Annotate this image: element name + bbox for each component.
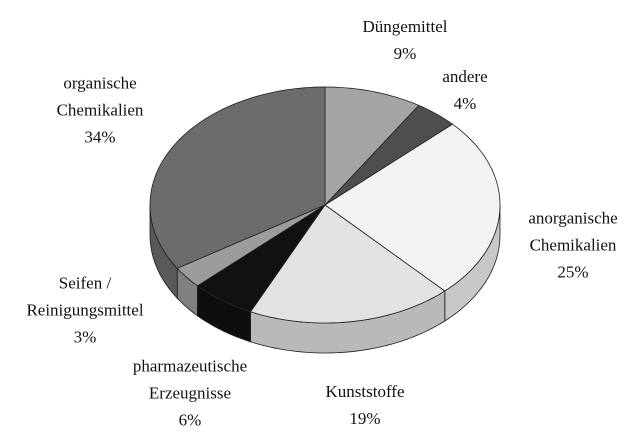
- category-label: Kunststoffe: [325, 382, 405, 401]
- value-label: 25%: [557, 262, 589, 282]
- value-label: 19%: [349, 409, 381, 428]
- slice-label: andere 4%: [425, 63, 505, 117]
- category-label: Seifen / Reinigungsmittel: [26, 273, 144, 320]
- value-label: 6%: [178, 410, 202, 430]
- slice: [176, 204, 326, 287]
- slice-label: Seifen / Reinigungsmittel 3%: [10, 270, 160, 351]
- slice: [324, 104, 454, 206]
- value-label: 3%: [73, 327, 97, 347]
- category-label: anorganische Chemikalien: [528, 208, 618, 255]
- slice: [149, 86, 326, 269]
- value-label: 34%: [84, 127, 116, 147]
- value-label: 4%: [453, 94, 477, 113]
- slice-label: anorganische Chemikalien 25%: [508, 205, 633, 286]
- category-label: pharmazeutische Erzeugnisse: [132, 356, 248, 403]
- slice: [196, 204, 326, 313]
- slice-label: Kunststoffe 19%: [285, 378, 445, 432]
- category-label: andere: [442, 67, 488, 86]
- slice: [324, 123, 501, 292]
- slice: [324, 86, 420, 207]
- slice-label: pharmazeutische Erzeugnisse 6%: [115, 353, 265, 434]
- value-label: 9%: [393, 44, 417, 63]
- slice-label: Düngemittel 9%: [305, 13, 505, 67]
- category-label: Düngemittel: [362, 17, 448, 36]
- slice: [249, 204, 446, 324]
- slice-label: organische Chemikalien 34%: [40, 70, 160, 151]
- category-label: organische Chemikalien: [56, 73, 144, 120]
